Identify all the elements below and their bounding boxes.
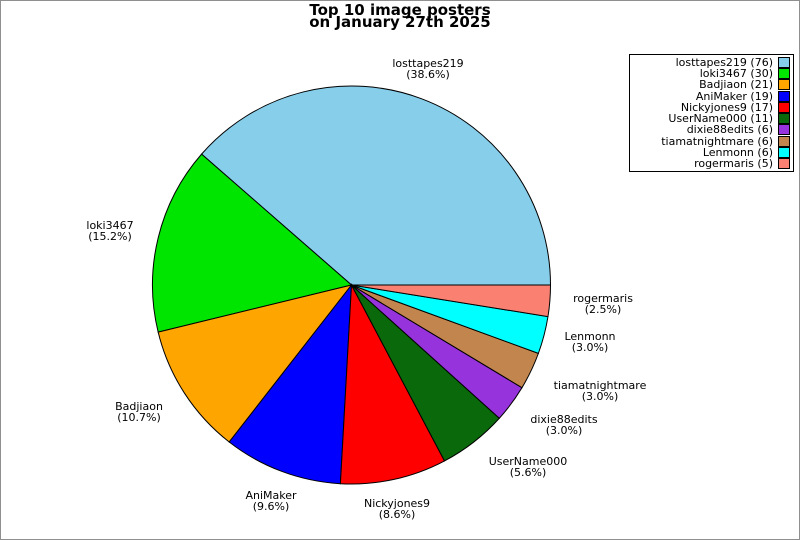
pie-label-dixie88edits: dixie88edits (3.0%) bbox=[530, 414, 597, 436]
pie-label-percent: (8.6%) bbox=[378, 508, 416, 521]
legend-row-UserName000: UserName000 (11) bbox=[632, 112, 790, 126]
pie-label-percent: (10.7%) bbox=[117, 411, 161, 424]
pie-label-name: Lenmonn bbox=[564, 330, 616, 343]
pie-label-name: tiamatnightmare bbox=[553, 379, 647, 392]
legend-row-Lenmonn: Lenmonn (6) bbox=[632, 145, 790, 159]
legend-label: dixie88edits (6) bbox=[686, 123, 773, 137]
pie-slice-Nickyjones9 bbox=[339, 283, 446, 485]
pie-label-rogermaris: rogermaris (2.5%) bbox=[573, 293, 633, 315]
pie-slice-AniMaker bbox=[228, 283, 353, 485]
legend-color-swatch bbox=[778, 90, 790, 102]
pie-label-percent: (3.0%) bbox=[581, 390, 619, 403]
legend-row-AniMaker: AniMaker (19) bbox=[632, 89, 790, 103]
pie-slice-losttapes219 bbox=[200, 85, 552, 286]
legend: losttapes219 (76) loki3467 (30) Badjiaon (… bbox=[629, 54, 794, 172]
legend-color-swatch bbox=[778, 135, 790, 147]
pie-label-name: dixie88edits bbox=[530, 413, 598, 426]
legend-row-losttapes219: losttapes219 (76) bbox=[632, 56, 790, 70]
pie-label-Lenmonn: Lenmonn (3.0%) bbox=[564, 331, 615, 353]
chart-title: Top 10 image posters on January 27th 202… bbox=[1, 1, 799, 31]
pie-label-name: UserName000 bbox=[488, 455, 568, 468]
pie-label-name: Badjiaon bbox=[115, 400, 163, 413]
pie-label-tiamatnightmare: tiamatnightmare (3.0%) bbox=[554, 380, 647, 402]
legend-color-swatch bbox=[778, 57, 790, 69]
legend-color-swatch bbox=[778, 68, 790, 80]
legend-label: Badjiaon (21) bbox=[699, 78, 773, 92]
pie-label-Badjiaon: Badjiaon (10.7%) bbox=[115, 401, 163, 423]
legend-color-swatch bbox=[778, 157, 790, 169]
legend-label: losttapes219 (76) bbox=[675, 56, 773, 70]
pie-label-Nickyjones9: Nickyjones9 (8.6%) bbox=[364, 498, 430, 520]
legend-color-swatch bbox=[778, 146, 790, 158]
legend-row-tiamatnightmare: tiamatnightmare (6) bbox=[632, 134, 790, 148]
legend-row-loki3467: loki3467 (30) bbox=[632, 67, 790, 81]
legend-color-swatch bbox=[778, 101, 790, 113]
pie-label-name: AniMaker bbox=[245, 489, 297, 502]
pie-label-percent: (3.0%) bbox=[571, 341, 609, 354]
pie-label-name: Nickyjones9 bbox=[363, 497, 431, 510]
pie-label-percent: (3.0%) bbox=[545, 424, 583, 437]
pie-label-name: loki3467 bbox=[86, 219, 134, 232]
pie-label-percent: (2.5%) bbox=[584, 303, 622, 316]
pie-label-AniMaker: AniMaker (9.6%) bbox=[245, 490, 296, 512]
chart-title-line2: on January 27th 2025 bbox=[309, 12, 491, 31]
pie-label-percent: (38.6%) bbox=[406, 68, 450, 81]
legend-color-swatch bbox=[778, 79, 790, 91]
legend-row-rogermaris: rogermaris (5) bbox=[632, 156, 790, 170]
legend-label: Nickyjones9 (17) bbox=[680, 100, 773, 114]
legend-color-swatch bbox=[778, 124, 790, 136]
pie-slice-loki3467 bbox=[152, 153, 353, 333]
pie-slice-Badjiaon bbox=[157, 284, 353, 443]
pie-label-name: rogermaris bbox=[573, 292, 633, 305]
pie-label-name: losttapes219 bbox=[392, 57, 464, 70]
legend-label: UserName000 (11) bbox=[668, 112, 773, 126]
legend-row-dixie88edits: dixie88edits (6) bbox=[632, 123, 790, 137]
pie-label-UserName000: UserName000 (5.6%) bbox=[489, 456, 568, 478]
pie-label-losttapes219: losttapes219 (38.6%) bbox=[392, 58, 463, 80]
legend-label: AniMaker (19) bbox=[695, 89, 773, 103]
legend-row-Nickyjones9: Nickyjones9 (17) bbox=[632, 100, 790, 114]
pie-label-percent: (9.6%) bbox=[252, 500, 290, 513]
legend-label: Lenmonn (6) bbox=[702, 145, 773, 159]
pie-slice-rogermaris bbox=[351, 284, 552, 318]
legend-label: tiamatnightmare (6) bbox=[661, 134, 773, 148]
pie-label-percent: (15.2%) bbox=[88, 230, 132, 243]
pie-label-loki3467: loki3467 (15.2%) bbox=[86, 220, 133, 242]
chart-title-line1: Top 10 image posters bbox=[309, 1, 491, 19]
legend-label: loki3467 (30) bbox=[699, 67, 773, 81]
pie-label-percent: (5.6%) bbox=[509, 466, 547, 479]
legend-row-Badjiaon: Badjiaon (21) bbox=[632, 78, 790, 92]
legend-color-swatch bbox=[778, 113, 790, 125]
legend-label: rogermaris (5) bbox=[694, 156, 773, 170]
